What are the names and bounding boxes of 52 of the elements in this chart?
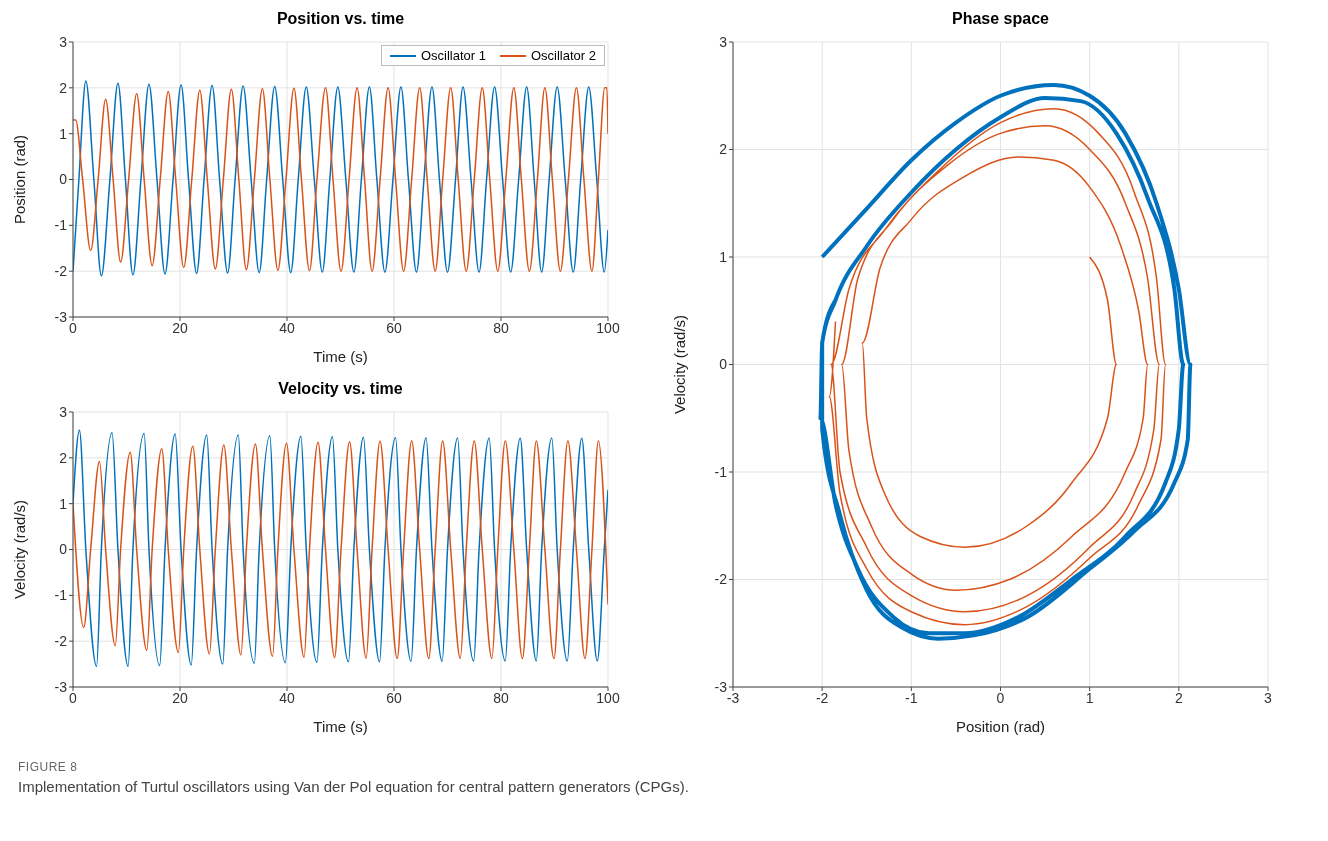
y-tick-label: 3 [59,403,68,420]
y-axis-title: Position (rad) [11,134,29,225]
x-tick-label: 3 [1264,689,1273,706]
x-tick-label: 0 [996,689,1005,706]
x-axis-title: Time (s) [313,718,368,735]
chart-title: Position vs. time [275,10,406,28]
y-tick-label: 0 [59,171,68,188]
x-tick-label: 40 [279,319,295,336]
line-series [828,107,1167,626]
x-tick-label: 80 [493,689,509,706]
y-axis-title: Velocity (rad/s) [671,314,689,415]
x-tick-label: -2 [815,689,829,706]
y-tick-label: 1 [719,248,728,265]
y-tick-label: -2 [54,633,68,650]
x-tick-label: 100 [596,689,620,706]
x-axis-title: Time (s) [313,348,368,365]
y-tick-label: -1 [714,463,728,480]
y-tick-label: 2 [59,79,68,96]
x-axis-title: Position (rad) [955,718,1046,735]
text: Implementation of Turtul oscillators using Van der Pol equation for central pattern generators (CPGs). [18,778,689,795]
x-tick-label: 2 [1174,689,1183,706]
y-tick-label: 0 [719,356,728,373]
y-tick-label: -1 [54,217,68,234]
y-tick-label: 2 [59,449,68,466]
x-tick-label: 20 [172,319,188,336]
x-tick-label: 60 [386,319,402,336]
chart-title: Velocity vs. time [277,380,404,398]
y-tick-label: -3 [714,678,728,695]
x-tick-label: 40 [279,689,295,706]
x-tick-label: 60 [386,689,402,706]
y-tick-label: 3 [719,33,728,50]
y-axis-title: Velocity (rad/s) [11,499,29,600]
x-tick-label: -1 [905,689,918,706]
line-series [818,83,1193,641]
y-tick-label: -2 [54,263,68,280]
x-tick-label: 80 [493,319,509,336]
x-tick-label: 1 [1085,689,1094,706]
y-tick-label: -1 [54,587,68,604]
y-tick-label: 0 [59,541,68,558]
y-tick-label: -3 [54,308,68,325]
legend-label: Oscillator 2 [530,48,596,63]
y-tick-label: 3 [59,33,68,50]
x-tick-label: 100 [596,319,620,336]
caption: FIGURE 8 [18,760,79,774]
y-tick-label: 1 [59,495,68,512]
chart-title: Phase space [951,10,1050,28]
y-tick-label: -2 [714,571,728,588]
x-tick-label: 20 [172,689,188,706]
legend-label: Oscillator 1 [420,48,486,63]
y-tick-label: -3 [54,678,68,695]
y-tick-label: 1 [59,125,68,142]
y-tick-label: 2 [719,141,728,158]
